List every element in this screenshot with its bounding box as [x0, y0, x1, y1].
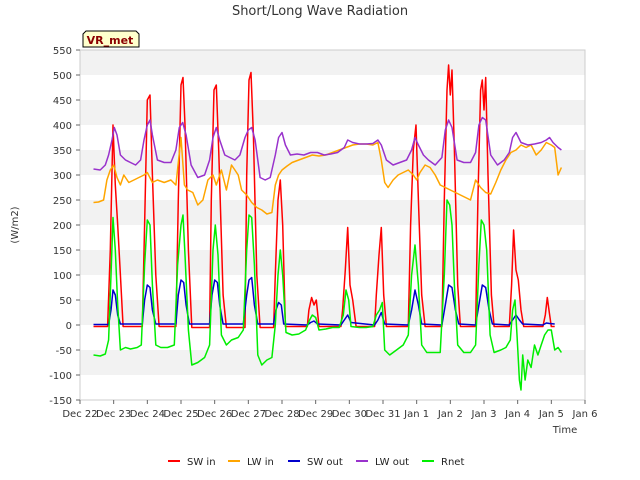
series-line-sw-in	[93, 64, 555, 329]
legend-label: SW in	[187, 457, 216, 468]
chart-title: Short/Long Wave Radiation	[232, 4, 408, 19]
legend-item-lw-out: LW out	[356, 457, 409, 468]
x-tick-label: Jan 1	[403, 409, 429, 420]
grid-band	[80, 100, 585, 125]
y-tick-label: 500	[53, 71, 72, 82]
x-tick-label: Dec 26	[197, 409, 232, 420]
series-line-sw-out	[93, 276, 555, 326]
x-tick-label: Jan 5	[538, 409, 564, 420]
y-axis-label: (W/m2)	[10, 206, 21, 243]
legend-item-lw-in: LW in	[228, 457, 274, 468]
series-line-lw-in	[93, 136, 563, 215]
y-tick-label: 250	[53, 196, 72, 207]
grid-band	[80, 50, 585, 75]
x-tick-label: Dec 30	[332, 409, 367, 420]
x-tick-label: Jan 4	[504, 409, 530, 420]
y-tick-label: 0	[66, 321, 72, 332]
grid-band	[80, 200, 585, 225]
x-tick-label: Dec 22	[62, 409, 97, 420]
x-tick-label: Jan 6	[572, 409, 598, 420]
x-tick-label: Jan 2	[437, 409, 463, 420]
legend-label: SW out	[307, 457, 343, 468]
series-line-rnet	[93, 199, 563, 391]
x-tick-label: Jan 3	[471, 409, 497, 420]
site-badge-label: VR_met	[87, 34, 134, 47]
x-tick-label: Dec 28	[264, 409, 299, 420]
legend-item-rnet: Rnet	[422, 457, 464, 468]
x-tick-label: Dec 25	[163, 409, 198, 420]
y-tick-label: 100	[53, 271, 72, 282]
y-tick-label: 150	[53, 246, 72, 257]
series-line-lw-out	[93, 116, 562, 181]
x-tick-label: Dec 27	[231, 409, 266, 420]
y-tick-label: 350	[53, 146, 72, 157]
y-axis-ticks: -150 -100 -50 0 50 100 150 200 250 300 350 400 450 50…	[49, 46, 80, 407]
grid-band	[80, 250, 585, 275]
y-tick-label: -50	[56, 346, 72, 357]
x-tick-label: Dec 29	[298, 409, 333, 420]
y-tick-label: 550	[53, 46, 72, 57]
x-tick-label: Dec 23	[96, 409, 131, 420]
site-badge-box	[82, 30, 140, 48]
x-tick-label: Dec 31	[365, 409, 400, 420]
grid-band	[80, 350, 585, 375]
legend-label: LW out	[375, 457, 409, 468]
y-tick-label: 300	[53, 171, 72, 182]
series-layer	[93, 64, 563, 391]
legend: SW in LW in SW out LW out Rnet	[168, 457, 464, 468]
y-tick-label: -100	[49, 371, 72, 382]
legend-label: Rnet	[441, 457, 464, 468]
x-tick-label: Dec 24	[130, 409, 165, 420]
x-axis-label: Time	[552, 425, 577, 436]
y-tick-label: 400	[53, 121, 72, 132]
site-badge: VR_met	[82, 30, 140, 48]
legend-item-sw-out: SW out	[288, 457, 343, 468]
y-tick-label: 200	[53, 221, 72, 232]
y-tick-label: 50	[59, 296, 72, 307]
legend-label: LW in	[247, 457, 274, 468]
y-tick-label: 450	[53, 96, 72, 107]
legend-item-sw-in: SW in	[168, 457, 216, 468]
y-tick-label: -150	[49, 396, 72, 407]
grid-band	[80, 300, 585, 325]
